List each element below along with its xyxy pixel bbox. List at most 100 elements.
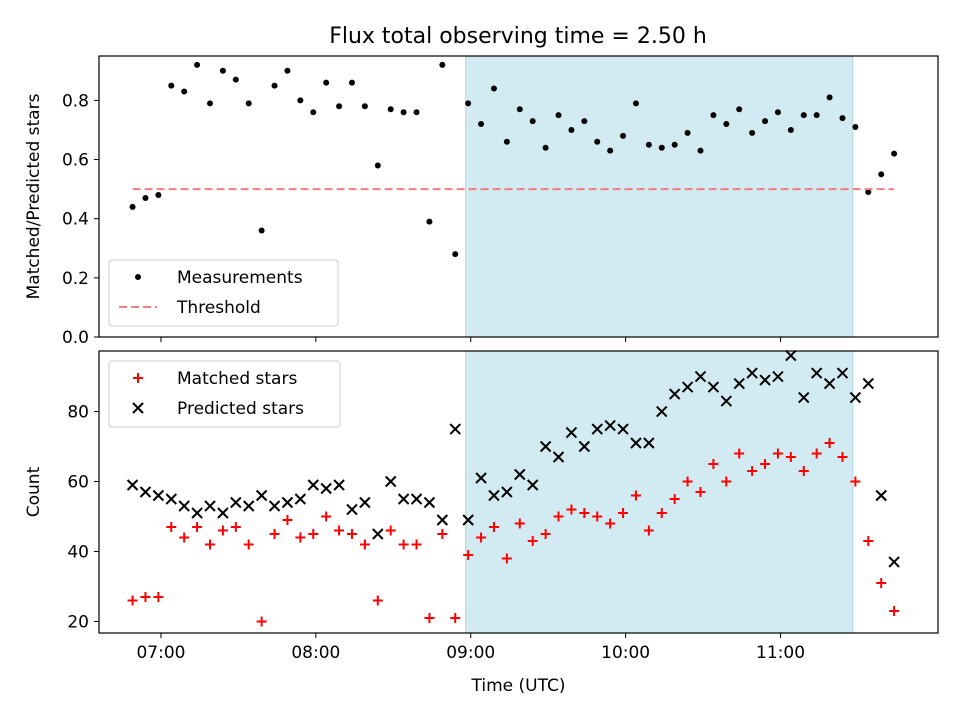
data-point: [697, 147, 704, 154]
data-point: [760, 459, 771, 470]
data-point: [553, 511, 564, 522]
data-point: [643, 525, 654, 536]
data-point: [617, 423, 629, 435]
data-point: [424, 612, 435, 623]
data-point: [837, 452, 848, 463]
data-point: [204, 500, 216, 512]
data-point: [618, 507, 629, 518]
data-point: [620, 132, 627, 139]
data-point: [490, 85, 497, 92]
data-point: [604, 419, 616, 432]
data-point: [463, 549, 474, 560]
data-point: [826, 94, 833, 101]
data-point: [800, 112, 807, 119]
data-point: [542, 144, 549, 151]
data-point: [798, 466, 809, 477]
data-point: [708, 459, 719, 470]
data-point: [682, 476, 693, 487]
legend-entry: Measurements: [177, 268, 303, 288]
data-point: [526, 479, 539, 491]
y-tick-label: 20: [67, 612, 89, 632]
data-point: [178, 500, 190, 512]
data-point: [243, 539, 254, 550]
data-point: [566, 504, 577, 515]
data-point: [643, 437, 655, 449]
count-panel: 20 40 60 80 07:00 08:00 09:00 10:00 11:00 Count Ti…: [24, 349, 939, 696]
y-tick-label: 0.4: [62, 210, 89, 230]
data-point: [555, 112, 562, 119]
data-point: [152, 489, 165, 502]
data-point: [823, 377, 836, 390]
data-point: [294, 493, 307, 505]
x-axis-label: Time (UTC): [471, 676, 566, 696]
data-point: [863, 535, 874, 546]
data-point: [632, 100, 639, 107]
data-point: [411, 539, 422, 550]
data-point: [581, 118, 588, 125]
data-point: [281, 496, 294, 509]
data-point: [192, 521, 203, 532]
y-axis-label: Matched/Predicted stars: [24, 93, 44, 299]
data-point: [733, 377, 745, 390]
data-point: [488, 489, 500, 502]
data-point: [721, 476, 732, 487]
data-point: [671, 141, 678, 148]
data-point: [710, 112, 717, 119]
data-point: [605, 518, 616, 529]
data-point: [413, 109, 420, 116]
data-point: [361, 103, 368, 110]
legend: Measurements Threshold: [108, 259, 339, 327]
data-point: [282, 514, 293, 525]
data-point: [668, 388, 681, 400]
data-point: [217, 507, 229, 519]
data-point: [501, 486, 513, 498]
data-point: [630, 490, 641, 501]
legend-box: [108, 360, 341, 428]
data-point: [785, 452, 796, 463]
data-point: [307, 479, 319, 491]
legend-entry: Threshold: [176, 298, 261, 318]
data-point: [578, 440, 591, 453]
data-point: [772, 448, 783, 459]
data-point: [243, 500, 255, 512]
data-point: [205, 539, 216, 550]
data-point: [501, 553, 512, 564]
data-point: [723, 121, 730, 128]
data-point: [591, 423, 603, 435]
data-point: [694, 370, 707, 383]
data-point: [656, 507, 667, 518]
data-point: [772, 370, 784, 383]
data-point: [888, 556, 900, 568]
data-point: [140, 591, 151, 602]
data-point: [179, 532, 190, 543]
legend-swatch: [132, 402, 144, 414]
data-point: [245, 100, 252, 107]
data-point: [747, 466, 758, 477]
data-point: [372, 528, 384, 540]
data-point: [592, 511, 603, 522]
y-tick-label: 0.6: [62, 151, 89, 171]
data-point: [514, 518, 525, 529]
y-axis-label: Count: [24, 466, 44, 517]
data-point: [527, 535, 538, 546]
data-point: [452, 251, 459, 258]
data-point: [295, 532, 306, 543]
data-point: [336, 103, 343, 110]
y-tick-label: 0.0: [62, 328, 89, 348]
data-point: [762, 118, 769, 125]
data-point: [889, 605, 900, 616]
data-point: [191, 507, 203, 519]
data-point: [256, 616, 267, 627]
data-point: [230, 521, 241, 532]
data-point: [607, 147, 614, 154]
data-point: [437, 528, 448, 539]
data-point: [129, 203, 136, 210]
legend-entry: Predicted stars: [177, 399, 304, 419]
data-point: [268, 500, 281, 512]
data-point: [348, 79, 355, 86]
data-point: [669, 493, 680, 504]
data-point: [516, 106, 523, 113]
data-point: [219, 67, 226, 74]
data-point: [656, 405, 668, 418]
